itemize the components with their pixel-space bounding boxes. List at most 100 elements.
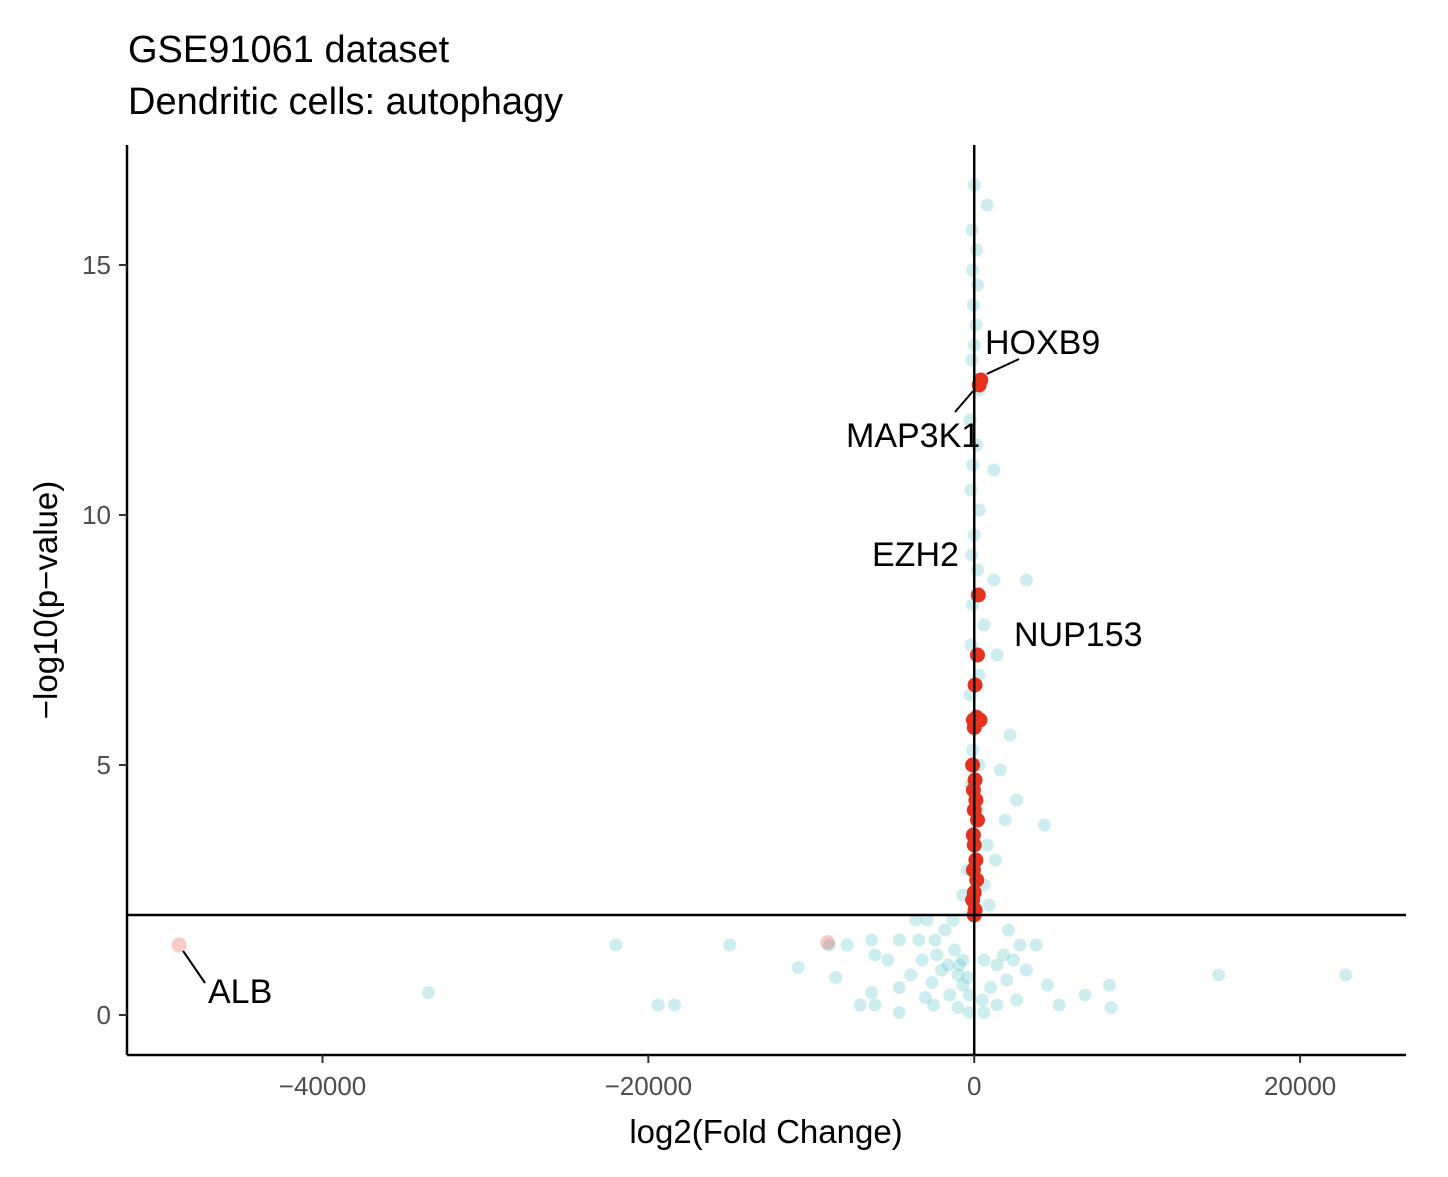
background-point <box>962 1006 976 1019</box>
background-point <box>965 223 979 237</box>
background-point <box>998 813 1012 827</box>
background-point <box>961 971 975 984</box>
background-point <box>928 933 942 947</box>
autophagy-gene-point <box>820 935 836 950</box>
y-tick-label: 15 <box>82 250 111 280</box>
background-point <box>925 976 939 989</box>
background-point <box>990 958 1004 972</box>
x-tick-label: 20000 <box>1264 1071 1336 1101</box>
background-point <box>1010 993 1024 1007</box>
leader-line-map3k1 <box>954 390 974 413</box>
background-point <box>912 933 926 947</box>
background-point <box>829 971 843 984</box>
background-point <box>977 618 991 632</box>
autophagy-gene-point <box>171 937 187 953</box>
reference-lines <box>127 145 1406 1055</box>
background-point <box>975 993 989 1007</box>
ticks-layer: −40000 −20000 0 20000 0 5 10 15 <box>82 250 1336 1101</box>
background-point <box>609 938 623 952</box>
background-point <box>1037 818 1051 832</box>
background-point <box>977 953 991 967</box>
background-point <box>651 998 665 1012</box>
background-point <box>964 483 978 497</box>
chart-title: GSE91061 dataset <box>128 29 450 71</box>
chart-subtitle: Dendritic cells: autophagy <box>128 81 563 123</box>
background-point <box>969 318 983 332</box>
background-point <box>987 463 1001 477</box>
background-point <box>791 961 805 974</box>
background-point <box>966 458 980 472</box>
background-point <box>943 988 957 1002</box>
background-point <box>892 933 906 947</box>
gene-label-nup153: NUP153 <box>1014 616 1143 654</box>
background-point <box>987 573 1001 587</box>
background-point <box>1029 938 1043 952</box>
background-point <box>1078 988 1092 1002</box>
background-point <box>977 1006 991 1019</box>
background-point <box>990 648 1004 662</box>
autophagy-gene-point <box>969 812 985 828</box>
background-point <box>956 953 970 967</box>
background-point <box>915 953 929 967</box>
x-axis-title: log2(Fold Change) <box>629 1113 902 1150</box>
background-point <box>667 998 681 1012</box>
x-tick-label: −40000 <box>279 1071 366 1101</box>
background-point <box>990 998 1004 1012</box>
gene-label-alb: ALB <box>208 973 272 1011</box>
background-point <box>1104 1001 1118 1014</box>
background-point <box>881 953 895 967</box>
background-point <box>965 353 979 367</box>
background-point <box>1000 973 1014 987</box>
background-point <box>853 998 867 1012</box>
gene-label-ezh2: EZH2 <box>872 536 959 574</box>
background-point <box>840 938 854 952</box>
y-axis-title: −log10(p−value) <box>27 481 64 720</box>
y-tick-label: 10 <box>82 500 111 530</box>
background-point <box>1003 728 1017 742</box>
background-point <box>904 968 918 982</box>
gene-label-hoxb9: HOXB9 <box>985 324 1100 362</box>
background-point <box>972 503 986 517</box>
background-point <box>1052 998 1066 1012</box>
background-point <box>980 198 994 212</box>
background-point <box>988 853 1002 867</box>
background-point <box>868 948 882 962</box>
background-point <box>723 938 737 952</box>
background-point <box>951 1001 965 1014</box>
background-point <box>1001 923 1015 937</box>
autophagy-gene-point <box>965 757 981 773</box>
background-point <box>892 1006 906 1019</box>
background-point <box>920 913 934 927</box>
y-tick-label: 5 <box>97 750 111 780</box>
background-point <box>1212 968 1226 982</box>
background-point <box>865 933 879 947</box>
background-point <box>935 963 949 977</box>
background-point <box>909 913 923 927</box>
autophagy-gene-point <box>969 872 985 888</box>
background-point <box>970 563 984 577</box>
background-point <box>984 981 998 994</box>
background-point <box>822 938 836 952</box>
background-point <box>421 986 435 999</box>
background-point <box>1019 573 1033 587</box>
background-point <box>948 943 962 957</box>
background-point <box>927 998 941 1012</box>
leader-line-hoxb9 <box>986 358 1020 375</box>
background-point <box>1019 963 1033 977</box>
background-point <box>1102 978 1116 992</box>
gene-labels-layer: HOXB9 MAP3K1 EZH2 NUP153 ALB <box>182 324 1143 1011</box>
gene-label-map3k1: MAP3K1 <box>846 417 980 455</box>
points-layer <box>171 178 1353 1019</box>
background-point <box>951 968 965 982</box>
background-point <box>1010 793 1024 807</box>
background-point <box>892 981 906 994</box>
background-point <box>956 978 970 992</box>
background-point <box>965 548 979 562</box>
y-tick-label: 0 <box>97 1000 111 1030</box>
background-point <box>941 958 955 972</box>
x-tick-label: −20000 <box>605 1071 692 1101</box>
background-point <box>962 988 976 1002</box>
background-point <box>1006 953 1020 967</box>
